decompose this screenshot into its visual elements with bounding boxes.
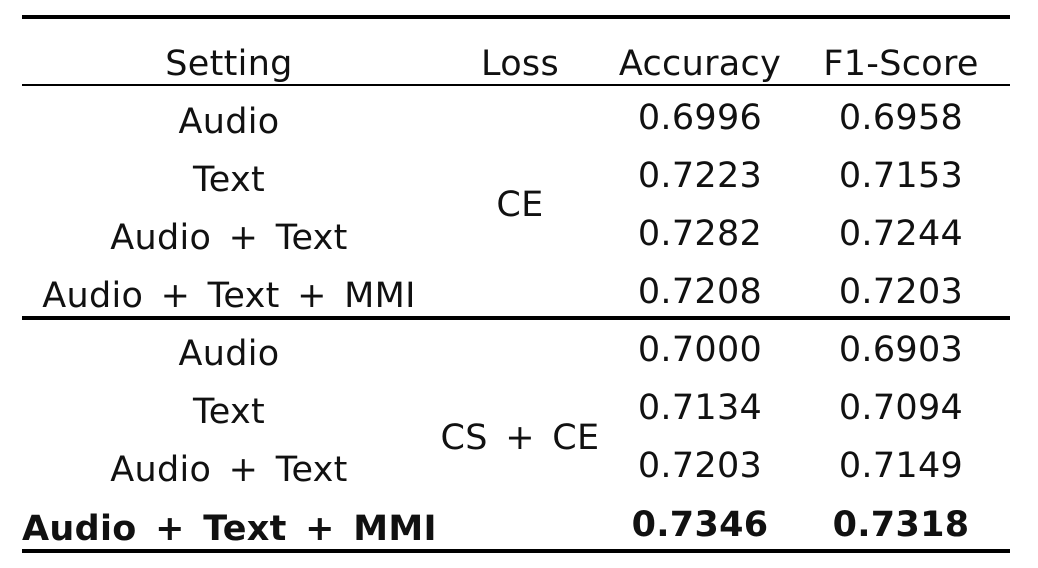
setting-cell: Audio (178, 102, 280, 142)
setting-cell-best: Audio + Text + MMI (22, 509, 437, 549)
accuracy-cell: 0.7282 (637, 214, 763, 254)
header-accuracy: Accuracy (618, 44, 782, 84)
loss-cell-group-2: CS + CE (440, 418, 600, 458)
header-rule (22, 84, 1010, 86)
f1-cell: 0.6903 (838, 330, 964, 370)
accuracy-cell: 0.7223 (637, 156, 763, 196)
accuracy-cell: 0.7134 (637, 388, 763, 428)
f1-cell-best: 0.7318 (832, 505, 970, 545)
accuracy-cell: 0.6996 (637, 98, 763, 138)
setting-cell: Audio + Text (110, 450, 348, 490)
bottom-rule (22, 549, 1010, 553)
setting-cell: Audio + Text + MMI (42, 276, 416, 316)
f1-cell: 0.7203 (838, 272, 964, 312)
f1-cell: 0.7244 (838, 214, 964, 254)
header-loss: Loss (481, 44, 559, 84)
loss-cell-group-1: CE (496, 185, 544, 225)
f1-cell: 0.7153 (838, 156, 964, 196)
header-f1-score: F1-Score (823, 44, 979, 84)
accuracy-cell: 0.7203 (637, 446, 763, 486)
accuracy-cell: 0.7208 (637, 272, 763, 312)
setting-cell: Audio (178, 334, 280, 374)
f1-cell: 0.7094 (838, 388, 964, 428)
accuracy-cell: 0.7000 (637, 330, 763, 370)
f1-cell: 0.7149 (838, 446, 964, 486)
top-rule (22, 15, 1010, 19)
f1-cell: 0.6958 (838, 98, 964, 138)
setting-cell: Text (193, 160, 265, 200)
accuracy-cell-best: 0.7346 (631, 505, 769, 545)
group-divider-rule (22, 316, 1010, 320)
header-setting: Setting (165, 44, 293, 84)
setting-cell: Audio + Text (110, 218, 348, 258)
setting-cell: Text (193, 392, 265, 432)
